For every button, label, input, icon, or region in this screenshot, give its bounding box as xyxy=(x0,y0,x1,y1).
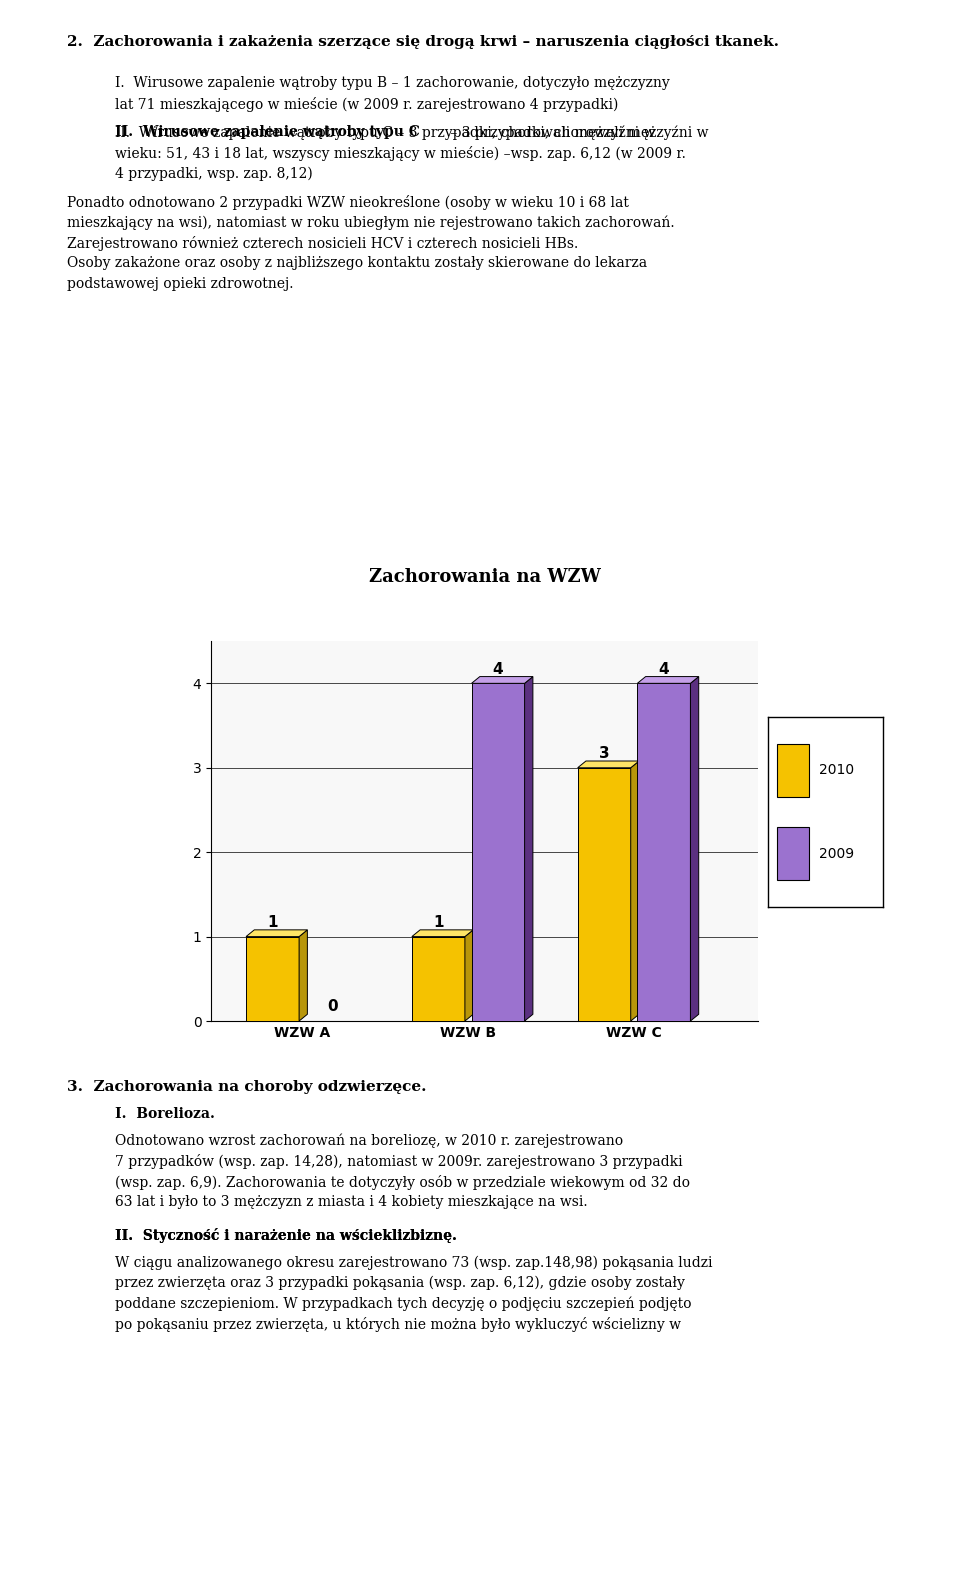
Text: – 3 przypadki, chorowali mężzyźni w: – 3 przypadki, chorowali mężzyźni w xyxy=(446,125,708,139)
Polygon shape xyxy=(465,929,473,1021)
Polygon shape xyxy=(412,937,465,1021)
Text: poddane szczepieniom. W przypadkach tych decyzję o podjęciu szczepień podjęto: poddane szczepieniom. W przypadkach tych… xyxy=(115,1296,692,1311)
Text: Ponadto odnotowano 2 przypadki WZW nieokreślone (osoby w wieku 10 i 68 lat: Ponadto odnotowano 2 przypadki WZW nieok… xyxy=(67,195,629,209)
Text: 1: 1 xyxy=(267,915,277,929)
Text: 4 przypadki, wsp. zap. 8,12): 4 przypadki, wsp. zap. 8,12) xyxy=(115,166,313,180)
Text: II.  Styczność i narażenie na wścieklizbiznę.: II. Styczność i narażenie na wścieklizbi… xyxy=(115,1228,457,1243)
Text: Zachorowania na WZW: Zachorowania na WZW xyxy=(369,568,601,586)
Bar xyxy=(778,828,809,880)
Polygon shape xyxy=(412,929,473,937)
Text: 2010: 2010 xyxy=(819,763,853,777)
Polygon shape xyxy=(471,676,533,684)
Text: 0: 0 xyxy=(327,999,338,1015)
Polygon shape xyxy=(300,929,307,1021)
Text: 4: 4 xyxy=(492,662,503,676)
Bar xyxy=(778,744,809,796)
Polygon shape xyxy=(637,684,690,1021)
Text: 4: 4 xyxy=(659,662,669,676)
Polygon shape xyxy=(246,937,300,1021)
Text: przez zwierzęta oraz 3 przypadki pokąsania (wsp. zap. 6,12), gdzie osoby zostały: przez zwierzęta oraz 3 przypadki pokąsan… xyxy=(115,1276,685,1290)
Text: Osoby zakażone oraz osoby z najbliższego kontaktu zostały skierowane do lekarza: Osoby zakażone oraz osoby z najbliższego… xyxy=(67,256,647,271)
Polygon shape xyxy=(690,676,699,1021)
Text: I.  Borelioza.: I. Borelioza. xyxy=(115,1107,215,1121)
Text: mieszkający na wsi), natomiast w roku ubiegłym nie rejestrowano takich zachorowa: mieszkający na wsi), natomiast w roku ub… xyxy=(67,215,675,230)
Text: (wsp. zap. 6,9). Zachorowania te dotyczyły osób w przedziale wiekowym od 32 do: (wsp. zap. 6,9). Zachorowania te dotyczy… xyxy=(115,1175,690,1189)
Text: 1: 1 xyxy=(433,915,444,929)
Polygon shape xyxy=(631,761,639,1021)
Text: 63 lat i było to 3 mężczyzn z miasta i 4 kobiety mieszkające na wsi.: 63 lat i było to 3 mężczyzn z miasta i 4… xyxy=(115,1195,588,1209)
Polygon shape xyxy=(471,684,524,1021)
Text: 2009: 2009 xyxy=(819,847,853,861)
Text: Zarejestrowano również czterech nosicieli HCV i czterech nosicieli HBs.: Zarejestrowano również czterech nosiciel… xyxy=(67,236,579,250)
Text: II.  Wirusowe zapalenie wątroby typu C – 3 przypadki, chorowali mężzyźni w: II. Wirusowe zapalenie wątroby typu C – … xyxy=(115,125,656,139)
Text: 3: 3 xyxy=(599,746,610,761)
Text: po pokąsaniu przez zwierzęta, u których nie można było wykluczyć wścielizny w: po pokąsaniu przez zwierzęta, u których … xyxy=(115,1317,682,1331)
Text: Odnotowano wzrost zachorowań na boreliozę, w 2010 r. zarejestrowano: Odnotowano wzrost zachorowań na borelioz… xyxy=(115,1133,623,1148)
Text: wieku: 51, 43 i 18 lat, wszyscy mieszkający w mieście) –wsp. zap. 6,12 (w 2009 r: wieku: 51, 43 i 18 lat, wszyscy mieszkaj… xyxy=(115,146,686,160)
Text: II.  Styczność i narażenie na wścieklizbiznę.: II. Styczność i narażenie na wścieklizbi… xyxy=(115,1228,457,1243)
Text: W ciągu analizowanego okresu zarejestrowano 73 (wsp. zap.148,98) pokąsania ludzi: W ciągu analizowanego okresu zarejestrow… xyxy=(115,1255,712,1270)
Text: lat 71 mieszkającego w mieście (w 2009 r. zarejestrowano 4 przypadki): lat 71 mieszkającego w mieście (w 2009 r… xyxy=(115,97,618,111)
Polygon shape xyxy=(578,761,639,768)
Text: I.  Wirusowe zapalenie wątroby typu B – 1 zachorowanie, dotyczyło mężczyzny: I. Wirusowe zapalenie wątroby typu B – 1… xyxy=(115,76,670,90)
Text: 2.  Zachorowania i zakażenia szerzące się drogą krwi – naruszenia ciągłości tkan: 2. Zachorowania i zakażenia szerzące się… xyxy=(67,35,780,49)
Polygon shape xyxy=(524,676,533,1021)
Text: 7 przypadków (wsp. zap. 14,28), natomiast w 2009r. zarejestrowano 3 przypadki: 7 przypadków (wsp. zap. 14,28), natomias… xyxy=(115,1154,683,1168)
Polygon shape xyxy=(578,768,631,1021)
Polygon shape xyxy=(246,929,307,937)
Text: 3.  Zachorowania na choroby odzwierzęce.: 3. Zachorowania na choroby odzwierzęce. xyxy=(67,1080,426,1094)
Text: podstawowej opieki zdrowotnej.: podstawowej opieki zdrowotnej. xyxy=(67,277,294,291)
Text: II.  Wirusowe zapalenie wątroby typu C: II. Wirusowe zapalenie wątroby typu C xyxy=(115,125,420,139)
Polygon shape xyxy=(637,676,699,684)
